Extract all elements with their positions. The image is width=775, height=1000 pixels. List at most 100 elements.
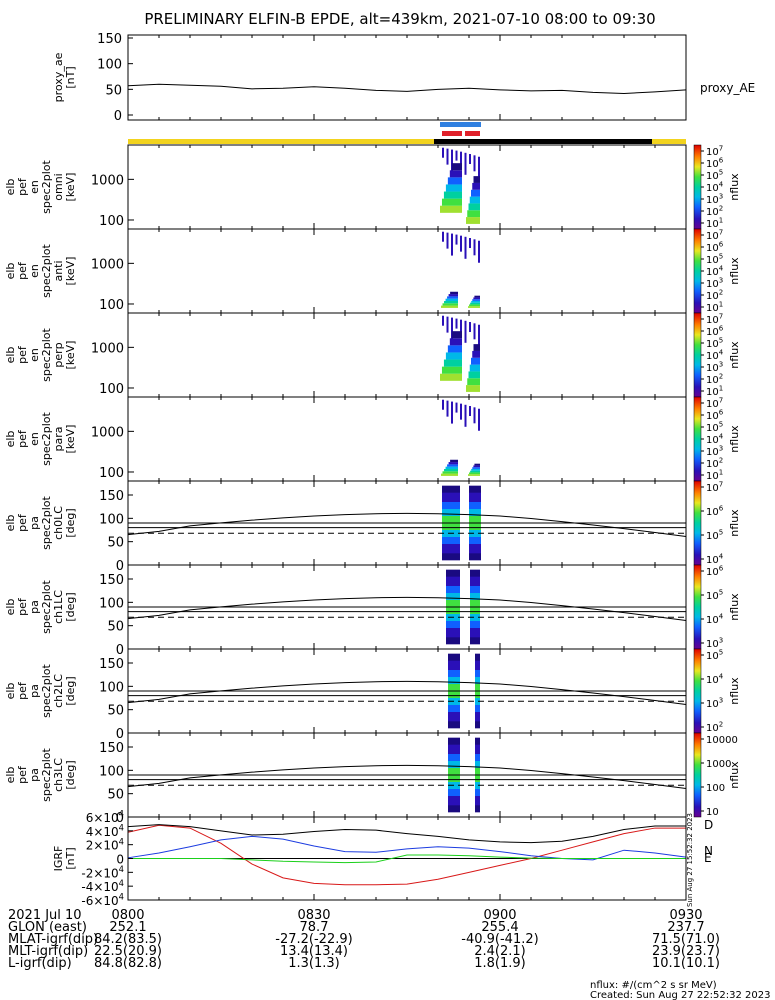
y-axis-label: elb <box>4 767 17 784</box>
colorbar <box>693 732 702 818</box>
proxy-ae-line <box>127 83 687 94</box>
y-tick-label: 150 <box>99 489 124 504</box>
science-zone-red-2 <box>465 131 480 136</box>
footer-row-label: MLAT-igrf(dip) <box>8 932 98 947</box>
colorbar-tick-label: 104 <box>706 553 724 567</box>
igrf-legend-D: D <box>704 818 713 832</box>
colorbar-tick-label: 106 <box>706 325 724 339</box>
y-axis-label: en <box>28 180 41 194</box>
units-note: nflux: #/(cm^2 s sr MeV) <box>590 980 717 991</box>
footer-row-value: 10.1(10.1) <box>652 956 720 971</box>
spec-streak <box>455 402 458 413</box>
spec-cell <box>444 468 458 472</box>
y-tick-label: 6×104 <box>86 809 124 825</box>
spec-cell <box>441 305 458 308</box>
spec-cell <box>469 304 480 307</box>
spec-streak <box>473 155 476 172</box>
colorbar-tick-label: 106 <box>706 505 724 519</box>
y-tick-label: 0 <box>116 559 124 574</box>
footer: 2021 Jul 10 0800 0830 0900 0930 GLON (east) 25… <box>8 908 770 1000</box>
y-axis-label: spec2plot <box>40 664 53 718</box>
footer-row-value: 78.7 <box>300 920 329 935</box>
colorbar-tick-label: 101 <box>706 385 723 399</box>
colorbar-tick-label: 102 <box>706 373 723 387</box>
colorbar-tick-label: 103 <box>706 637 723 651</box>
spec-cell <box>473 297 480 300</box>
spec-cell <box>466 217 480 224</box>
y-axis-label: pef <box>16 177 29 196</box>
y-axis-label: [deg] <box>64 676 77 705</box>
spec-cell <box>468 371 480 379</box>
colorbar <box>693 144 702 230</box>
spec-cell <box>442 471 458 474</box>
spec-cell <box>447 345 462 353</box>
y-axis-label: pa <box>28 768 41 782</box>
spec-cell <box>441 198 462 206</box>
spec-cell <box>449 170 462 178</box>
y-axis-label: pa <box>28 516 41 530</box>
spec-cell <box>448 462 458 465</box>
y-tick-label: 4×104 <box>86 822 124 838</box>
spec-cell <box>447 464 458 467</box>
y-tick-label: 150 <box>99 741 124 756</box>
colorbar-tick-label: 105 <box>706 253 723 267</box>
y-tick-label: 0 <box>114 109 122 124</box>
y-axis-label: para <box>52 427 65 452</box>
footer-row-value: 0900 <box>483 908 516 923</box>
science-zone-red-1 <box>442 131 462 136</box>
colorbar-tick-label: 101 <box>706 217 723 231</box>
y-axis-label: anti <box>52 260 65 281</box>
colorbar <box>693 228 702 314</box>
y-axis-label: elb <box>4 263 17 280</box>
spec-streak <box>464 320 467 343</box>
spec-cell <box>444 300 458 304</box>
y-tick-label: 2×104 <box>86 836 124 852</box>
footer-row-value: 2.4(2.1) <box>474 944 526 959</box>
y-tick-label: 150 <box>99 573 124 588</box>
spec-cell <box>474 463 480 466</box>
colorbar-tick-label: 106 <box>706 241 724 255</box>
y-axis-label: pef <box>16 681 29 700</box>
spec-cell <box>451 331 462 339</box>
spec-cell <box>450 291 458 295</box>
ch0LC-panel: elb pef pa spec2plot ch0LC [deg] 0 50 100 150 104 1… <box>4 480 741 574</box>
spec-cell <box>468 474 480 476</box>
spec-cell <box>445 184 462 192</box>
y-tick-label: 100 <box>99 764 124 779</box>
colorbar-tick-label: 105 <box>706 337 723 351</box>
colorbar-tick-label: 107 <box>706 313 723 327</box>
y-tick-label: 50 <box>107 536 124 551</box>
spec-streak <box>460 403 462 420</box>
perp-frame <box>127 312 687 398</box>
spec-streak <box>478 240 480 263</box>
igrf-N-line <box>127 835 687 861</box>
y-axis-label: pa <box>28 684 41 698</box>
igrf-legend-N: N <box>704 844 713 858</box>
colorbar <box>693 312 702 398</box>
colorbar-tick-label: 107 <box>706 229 723 243</box>
y-tick-label: 100 <box>99 298 124 313</box>
footer-row-value: 13.4(13.4) <box>280 944 348 959</box>
y-tick-label: 100 <box>97 58 122 73</box>
spec-cell <box>467 378 480 386</box>
footer-row-value: -27.2(-22.9) <box>275 932 352 947</box>
spec-cell <box>451 163 462 171</box>
colorbar-tick-label: 106 <box>706 157 724 171</box>
footer-row-value: 1.3(1.3) <box>288 956 340 971</box>
footer-row-value: 0800 <box>111 908 144 923</box>
igrf-legend-E: E <box>704 851 712 865</box>
colorbar-tick-label: 103 <box>706 277 723 291</box>
y-axis-label: [keV] <box>64 173 77 202</box>
spec-cell <box>443 191 462 199</box>
footer-row-value: 22.5(20.9) <box>94 944 162 959</box>
y-axis-label: pef <box>16 261 29 280</box>
orbit-bars <box>128 122 686 144</box>
y-axis-label: ch0LC <box>52 506 65 540</box>
spec-streak <box>473 323 476 340</box>
colorbar-label: nflux <box>728 761 741 789</box>
para-frame <box>127 396 687 482</box>
spec-streak <box>446 400 449 417</box>
spec-streak <box>442 399 444 410</box>
y-tick-label: 100 <box>99 680 124 695</box>
y-axis-label: omni <box>52 173 65 200</box>
